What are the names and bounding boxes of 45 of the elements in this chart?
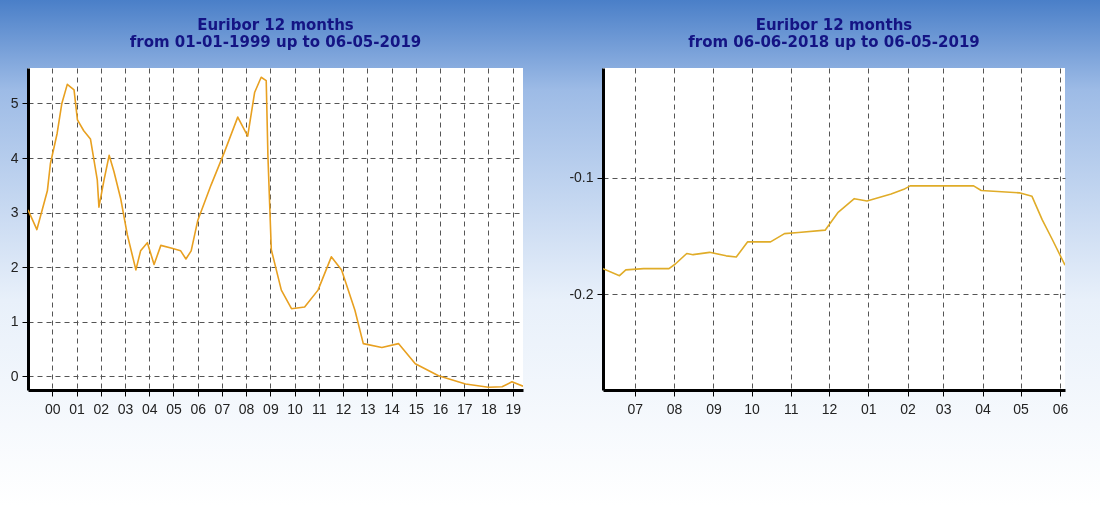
x-tick-label: 00 bbox=[44, 400, 61, 417]
x-tick-label: 02 bbox=[93, 400, 110, 417]
line-series bbox=[603, 185, 1065, 277]
y-tick-label: 1 bbox=[10, 313, 19, 330]
x-tick-label: 01 bbox=[69, 400, 85, 417]
y-tick-label: 4 bbox=[10, 149, 19, 166]
x-tick-label: 09 bbox=[263, 400, 279, 417]
x-tick-label: 02 bbox=[900, 400, 917, 417]
x-tick-label: 16 bbox=[432, 400, 449, 417]
y-tick-label: 5 bbox=[10, 94, 19, 111]
x-tick-label: 05 bbox=[166, 400, 182, 417]
x-tick-label: 08 bbox=[238, 400, 255, 417]
y-tick-label: -0.1 bbox=[569, 169, 594, 186]
chart-subtitle: from 01-01-1999 up to 06-05-2019 bbox=[129, 33, 422, 51]
chart-title: Euribor 12 months bbox=[755, 16, 913, 34]
y-tick-label: 3 bbox=[10, 204, 19, 221]
x-tick-label: 06 bbox=[1052, 400, 1069, 417]
x-tick-label: 03 bbox=[935, 400, 952, 417]
x-tick-label: 08 bbox=[666, 400, 683, 417]
y-tick-label: 2 bbox=[10, 258, 19, 275]
x-tick-label: 06 bbox=[190, 400, 207, 417]
x-tick-label: 17 bbox=[456, 400, 473, 417]
x-tick-label: 11 bbox=[312, 400, 327, 417]
x-tick-label: 12 bbox=[821, 400, 838, 417]
x-tick-label: 12 bbox=[335, 400, 352, 417]
x-tick-label: 01 bbox=[860, 400, 877, 417]
x-tick-label: 04 bbox=[975, 400, 991, 417]
x-tick-label: 18 bbox=[481, 400, 497, 417]
chart-title: Euribor 12 months bbox=[197, 16, 354, 34]
x-tick-label: 11 bbox=[784, 400, 799, 417]
y-tick-label: -0.2 bbox=[569, 285, 594, 302]
x-tick-label: 05 bbox=[1013, 400, 1030, 417]
x-tick-label: 09 bbox=[706, 400, 722, 417]
x-tick-label: 10 bbox=[744, 400, 760, 417]
x-tick-label: 07 bbox=[627, 400, 644, 417]
x-tick-label: 19 bbox=[505, 400, 522, 417]
x-tick-label: 07 bbox=[214, 400, 231, 417]
chart-subtitle: from 06-06-2018 up to 06-05-2019 bbox=[688, 33, 980, 51]
x-tick-label: 04 bbox=[141, 400, 158, 417]
y-tick-label: 0 bbox=[10, 367, 19, 384]
x-tick-label: 15 bbox=[408, 400, 425, 417]
x-tick-label: 03 bbox=[117, 400, 134, 417]
x-tick-label: 14 bbox=[384, 400, 401, 417]
x-tick-label: 13 bbox=[360, 400, 376, 417]
x-tick-label: 10 bbox=[287, 400, 304, 417]
